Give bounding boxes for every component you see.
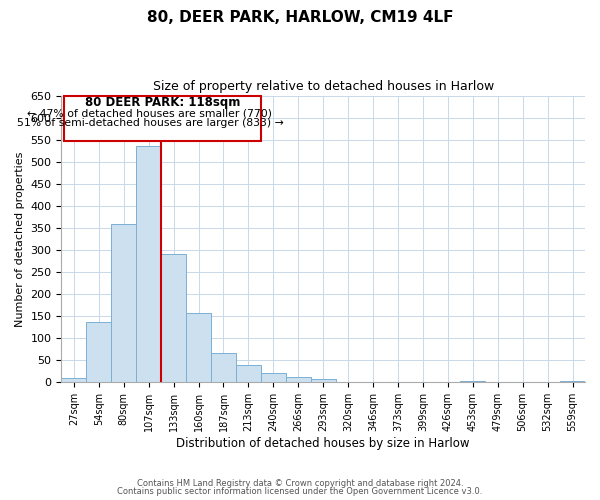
Text: Contains public sector information licensed under the Open Government Licence v3: Contains public sector information licen… xyxy=(118,487,482,496)
Bar xyxy=(111,224,136,382)
Bar xyxy=(61,378,86,382)
Text: 80 DEER PARK: 118sqm: 80 DEER PARK: 118sqm xyxy=(85,96,240,108)
Bar xyxy=(261,372,286,382)
Bar xyxy=(86,322,111,382)
Text: 51% of semi-detached houses are larger (833) →: 51% of semi-detached houses are larger (… xyxy=(17,118,283,128)
Text: Contains HM Land Registry data © Crown copyright and database right 2024.: Contains HM Land Registry data © Crown c… xyxy=(137,478,463,488)
Text: 80, DEER PARK, HARLOW, CM19 4LF: 80, DEER PARK, HARLOW, CM19 4LF xyxy=(147,10,453,25)
Y-axis label: Number of detached properties: Number of detached properties xyxy=(15,152,25,326)
FancyBboxPatch shape xyxy=(64,96,261,140)
X-axis label: Distribution of detached houses by size in Harlow: Distribution of detached houses by size … xyxy=(176,437,470,450)
Title: Size of property relative to detached houses in Harlow: Size of property relative to detached ho… xyxy=(152,80,494,93)
Bar xyxy=(211,353,236,382)
Bar xyxy=(136,146,161,382)
Bar xyxy=(161,254,186,382)
Bar xyxy=(236,364,261,382)
Bar xyxy=(286,376,311,382)
Text: ← 47% of detached houses are smaller (770): ← 47% of detached houses are smaller (77… xyxy=(28,108,272,118)
Bar xyxy=(311,379,335,382)
Bar xyxy=(186,313,211,382)
